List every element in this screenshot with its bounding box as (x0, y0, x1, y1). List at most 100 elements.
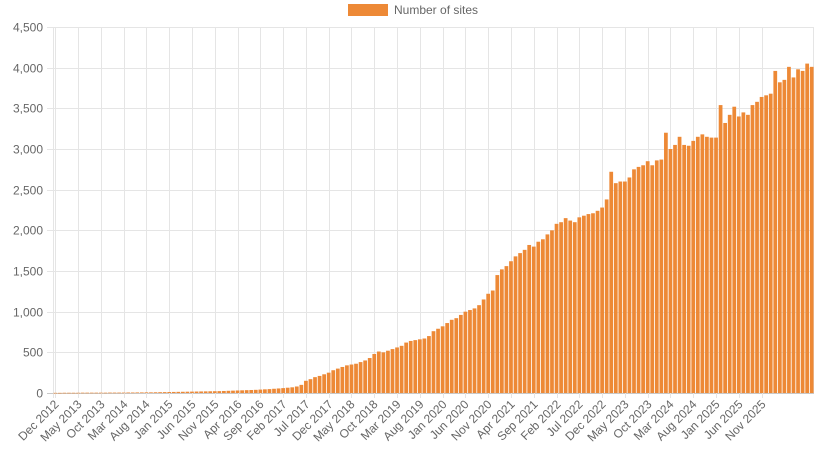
bar[interactable] (550, 230, 554, 393)
bar[interactable] (750, 105, 755, 393)
bar[interactable] (249, 389, 254, 393)
bar[interactable] (782, 79, 787, 394)
bar[interactable] (504, 266, 509, 393)
legend-swatch[interactable] (348, 4, 388, 16)
bar[interactable] (212, 391, 217, 393)
bar[interactable] (613, 183, 618, 393)
bar[interactable] (272, 388, 276, 393)
bar[interactable] (764, 95, 769, 393)
bar[interactable] (759, 96, 764, 393)
bar[interactable] (700, 134, 705, 394)
bar[interactable] (285, 387, 290, 393)
bar[interactable] (568, 220, 573, 393)
bar[interactable] (636, 166, 641, 393)
bar[interactable] (358, 362, 363, 393)
bar[interactable] (386, 350, 390, 393)
bar[interactable] (686, 145, 691, 393)
bar[interactable] (404, 342, 409, 393)
bar[interactable] (609, 171, 614, 393)
bar[interactable] (408, 340, 413, 393)
bar[interactable] (367, 358, 372, 393)
bar[interactable] (718, 105, 723, 393)
bar[interactable] (217, 391, 222, 393)
bar[interactable] (149, 392, 153, 393)
bar[interactable] (267, 389, 272, 393)
bar[interactable] (135, 392, 140, 394)
bar[interactable] (791, 77, 796, 394)
bar[interactable] (112, 392, 117, 394)
bar[interactable] (796, 69, 800, 393)
bar[interactable] (481, 299, 486, 393)
bar[interactable] (222, 390, 226, 393)
bar[interactable] (445, 323, 450, 393)
bar[interactable] (162, 392, 167, 393)
bar[interactable] (130, 392, 135, 394)
bar[interactable] (376, 351, 381, 393)
bar[interactable] (417, 339, 422, 393)
bar[interactable] (695, 136, 700, 394)
bar[interactable] (454, 318, 459, 393)
bar[interactable] (53, 392, 58, 394)
bar[interactable] (199, 391, 203, 393)
bar[interactable] (472, 308, 477, 393)
bar[interactable] (600, 207, 604, 393)
bar[interactable] (727, 114, 732, 393)
bar[interactable] (509, 261, 513, 393)
bar[interactable] (363, 360, 368, 393)
bar[interactable] (139, 392, 144, 394)
bar[interactable] (427, 336, 431, 393)
bar[interactable] (71, 392, 76, 394)
bar[interactable] (153, 392, 158, 393)
bar[interactable] (313, 377, 317, 393)
bar[interactable] (422, 338, 427, 393)
bar[interactable] (244, 390, 249, 393)
bar[interactable] (536, 241, 541, 393)
bar[interactable] (62, 392, 67, 394)
bar[interactable] (586, 214, 591, 393)
bar[interactable] (103, 392, 108, 394)
bar[interactable] (723, 122, 728, 393)
bar[interactable] (714, 137, 718, 393)
bar[interactable] (126, 392, 131, 394)
bar[interactable] (664, 132, 668, 394)
bar[interactable] (208, 391, 213, 393)
bar[interactable] (545, 234, 550, 393)
bar[interactable] (673, 144, 677, 393)
bar[interactable] (231, 390, 235, 393)
bar[interactable] (194, 391, 199, 393)
bar[interactable] (308, 379, 313, 393)
bar[interactable] (736, 116, 741, 393)
bar[interactable] (340, 366, 345, 393)
bar[interactable] (317, 375, 322, 393)
legend[interactable]: Number of sites (348, 3, 478, 17)
bar[interactable] (98, 392, 103, 394)
bar[interactable] (654, 160, 659, 393)
bar[interactable] (741, 112, 746, 394)
bar[interactable] (632, 169, 636, 393)
bar[interactable] (94, 392, 99, 394)
bar[interactable] (595, 210, 600, 393)
bar[interactable] (709, 137, 714, 393)
bar[interactable] (554, 223, 559, 393)
bar[interactable] (746, 114, 750, 393)
bar[interactable] (436, 328, 440, 393)
bar[interactable] (276, 388, 281, 393)
bar[interactable] (253, 389, 258, 393)
bar[interactable] (650, 165, 655, 393)
bar[interactable] (463, 311, 468, 393)
bar[interactable] (335, 368, 340, 393)
bar[interactable] (440, 326, 445, 393)
bar[interactable] (572, 222, 577, 393)
bar[interactable] (203, 391, 208, 393)
bar[interactable] (641, 165, 645, 393)
bar[interactable] (659, 159, 664, 393)
bar[interactable] (522, 249, 527, 393)
bar[interactable] (645, 161, 650, 393)
bar[interactable] (495, 275, 500, 393)
bar[interactable] (190, 391, 194, 393)
bar[interactable] (176, 391, 181, 393)
bar[interactable] (413, 340, 418, 393)
bar[interactable] (399, 345, 404, 393)
bar[interactable] (468, 310, 472, 393)
bar[interactable] (677, 136, 682, 394)
